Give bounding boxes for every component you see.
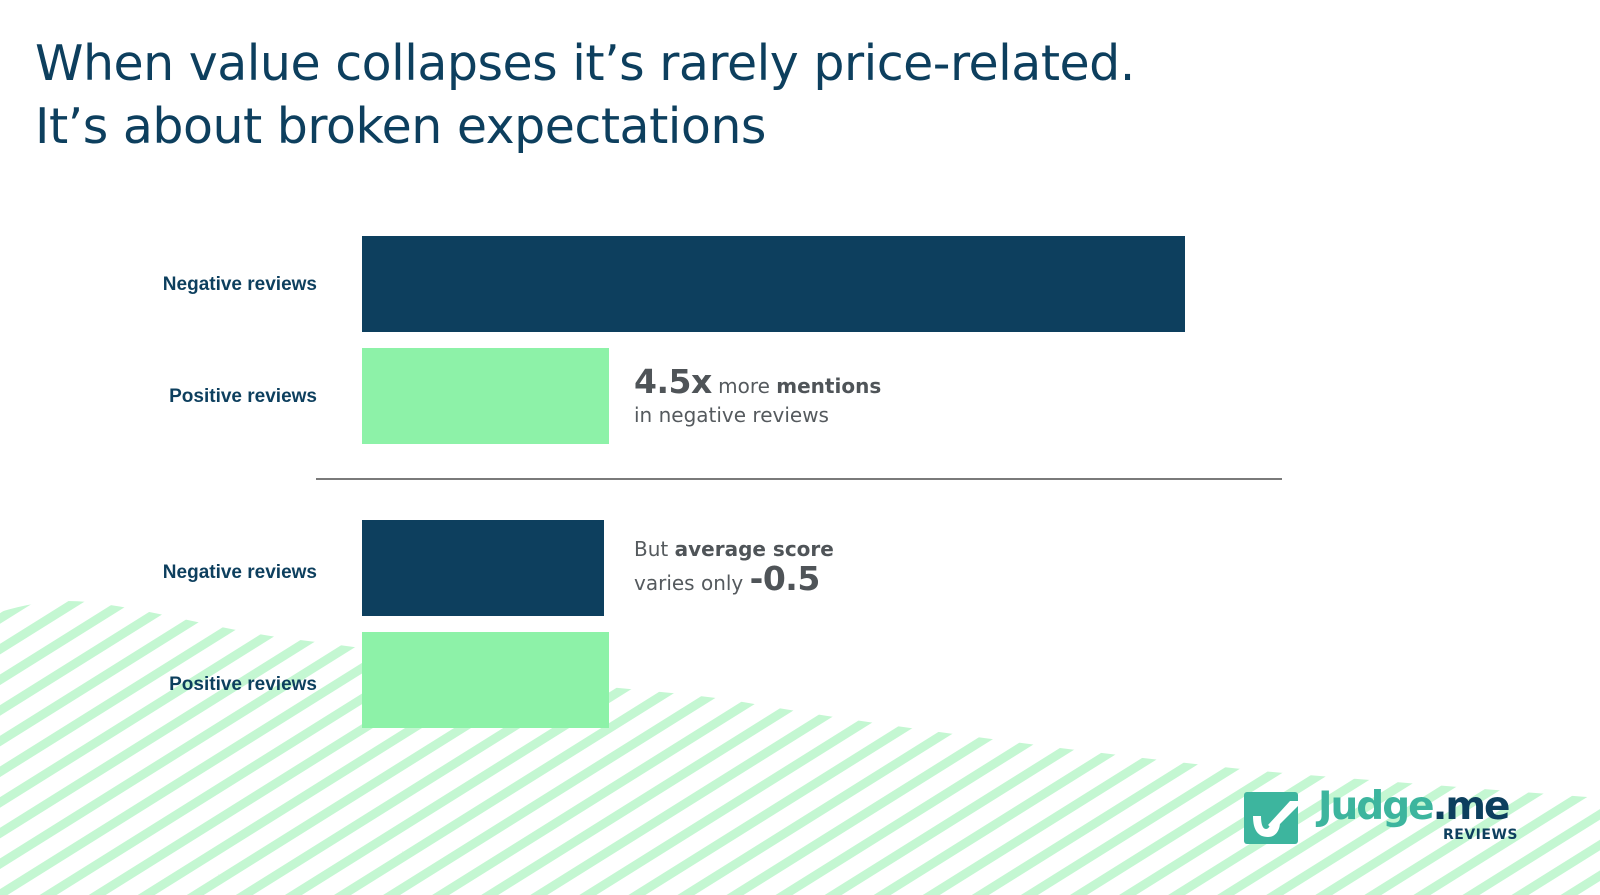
bar-positive-mentions bbox=[362, 348, 609, 444]
title-line-2: It’s about broken expectations bbox=[35, 98, 766, 155]
bar-positive-score bbox=[362, 632, 609, 728]
mentions-callout-line-2: in negative reviews bbox=[634, 403, 829, 427]
score-callout-line-2: varies only -0.5 bbox=[634, 559, 821, 598]
judgeme-logo: Judge.me REVIEWS bbox=[1244, 784, 1534, 850]
label-positive-reviews-top: Positive reviews bbox=[169, 386, 317, 407]
page-title: When value collapses it’s rarely price-r… bbox=[35, 32, 1135, 158]
mentions-multiplier: 4.5x bbox=[634, 362, 712, 401]
section-divider bbox=[316, 478, 1282, 480]
bar-negative-score bbox=[362, 520, 604, 616]
label-negative-reviews-bottom: Negative reviews bbox=[162, 562, 317, 583]
score-callout: But average score varies only -0.5 bbox=[634, 537, 834, 598]
checkmark-logo-icon bbox=[1244, 792, 1298, 844]
score-difference: -0.5 bbox=[749, 559, 821, 598]
mentions-callout-line-1: 4.5x more mentions bbox=[634, 362, 882, 401]
logo-subtitle: REVIEWS bbox=[1443, 827, 1518, 843]
label-positive-reviews-bottom: Positive reviews bbox=[169, 674, 317, 695]
label-negative-reviews-top: Negative reviews bbox=[162, 274, 317, 295]
logo-wordmark: Judge.me bbox=[1318, 784, 1510, 829]
mentions-callout: 4.5x more mentions in negative reviews bbox=[634, 362, 881, 427]
score-callout-line-1: But average score bbox=[634, 537, 834, 561]
title-line-1: When value collapses it’s rarely price-r… bbox=[35, 35, 1135, 92]
bar-negative-mentions bbox=[362, 236, 1185, 332]
